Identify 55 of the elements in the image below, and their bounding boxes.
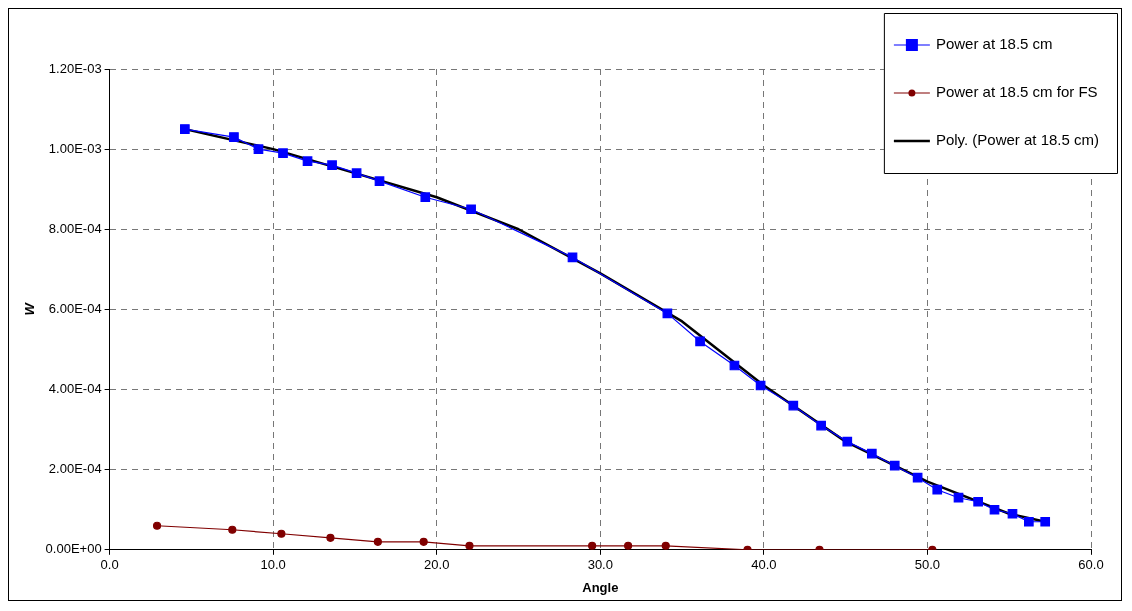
point [374,176,385,187]
x-tick-label: 60.0 [1078,557,1104,573]
legend-label: Power at 18.5 cm [935,35,1053,53]
point [1023,516,1034,527]
point [373,537,382,546]
point [989,504,1000,515]
y-tick-label: 0.00E+00 [45,541,102,557]
legend-label: Poly. (Power at 18.5 cm) [935,131,1100,149]
x-tick-label: 50.0 [914,557,941,573]
point [624,541,633,550]
y-tick-label: 8.00E-04 [48,220,102,236]
point [567,252,578,263]
x-axis-title: Angle [582,579,619,595]
point [842,436,853,447]
point [229,132,239,142]
legend-label: Power at 18.5 cm for FS [935,83,1098,101]
x-tick-label: 30.0 [587,557,613,573]
point [465,541,474,550]
y-tick-label: 4.00E-04 [48,381,102,397]
y-axis-title: W [22,301,38,316]
point [788,400,799,411]
point [1040,516,1051,527]
point [152,521,162,530]
point [1007,508,1018,519]
x-tick-label: 10.0 [260,557,286,573]
point [889,460,900,471]
point [953,492,964,503]
point [695,336,705,347]
point [228,525,237,534]
point [327,160,337,170]
point [661,541,670,550]
point [866,448,877,459]
x-tick-label: 20.0 [424,557,450,573]
point [420,192,431,203]
point [253,144,264,154]
point [588,541,597,550]
point [973,496,983,507]
y-tick-label: 2.00E-04 [48,461,102,477]
x-tick-label: 0.0 [100,557,119,573]
point [419,537,428,546]
point [466,204,476,215]
x-tick-label: 40.0 [751,557,777,573]
point [180,124,190,134]
y-tick-label: 6.00E-04 [48,300,102,316]
point [351,168,362,179]
point [277,529,286,538]
point [932,484,943,495]
point [302,156,313,166]
point [912,472,923,483]
point [278,148,288,158]
y-tick-label: 1.20E-03 [48,60,102,76]
point [816,420,826,431]
point [662,308,673,319]
y-tick-label: 1.00E-03 [48,140,102,156]
point [326,533,335,542]
